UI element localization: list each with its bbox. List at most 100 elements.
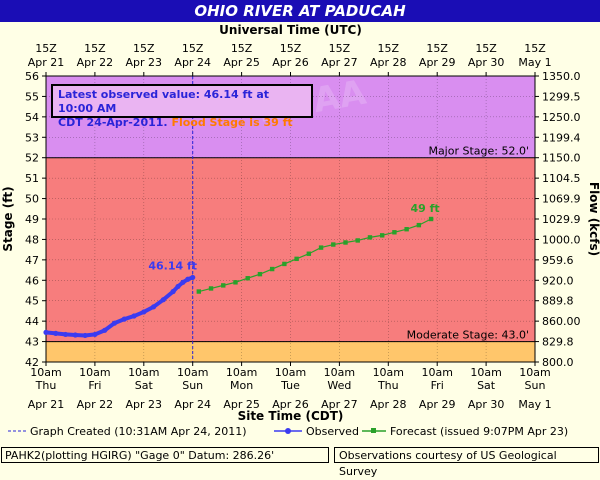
flow-tick-label: 860.00 bbox=[542, 315, 581, 328]
top-tick-time: 15Z bbox=[280, 42, 302, 55]
y-tick-label: 48 bbox=[25, 233, 39, 246]
bottom-tick-time: 10am bbox=[519, 366, 550, 379]
top-tick-time: 15Z bbox=[378, 42, 400, 55]
bottom-tick-date: Apr 25 bbox=[223, 398, 260, 411]
forecast-point bbox=[355, 238, 360, 243]
hydrograph-chart: NOAAMajor Stage: 52.0'Moderate Stage: 43… bbox=[1, 23, 600, 438]
forecast-point bbox=[257, 271, 263, 277]
y-tick-label: 52 bbox=[25, 152, 39, 165]
top-tick-time: 15Z bbox=[524, 42, 546, 55]
y-tick-label: 45 bbox=[25, 295, 39, 308]
bottom-tick-time: 10am bbox=[79, 366, 110, 379]
forecast-point bbox=[416, 222, 422, 228]
stage-band-1 bbox=[46, 157, 535, 342]
legend-observed-text: Observed bbox=[306, 425, 359, 438]
forecast-point bbox=[392, 230, 397, 235]
major-stage-label: Major Stage: 52.0' bbox=[428, 145, 529, 158]
bottom-tick-time: 10am bbox=[30, 366, 61, 379]
y-tick-label: 55 bbox=[25, 90, 39, 103]
top-tick-date: Apr 21 bbox=[28, 56, 65, 69]
bottom-tick-date: Apr 27 bbox=[321, 398, 358, 411]
forecast-point bbox=[367, 235, 373, 240]
y-tick-label: 43 bbox=[25, 336, 39, 349]
top-tick-date: Apr 26 bbox=[272, 56, 309, 69]
forecast-point bbox=[331, 242, 336, 247]
bottom-tick-date: Apr 28 bbox=[370, 398, 407, 411]
top-tick-time: 15Z bbox=[84, 42, 106, 55]
observed-point bbox=[160, 297, 166, 303]
bottom-tick-time: 10am bbox=[275, 366, 306, 379]
bottom-tick-weekday: Sun bbox=[182, 379, 203, 392]
observed-point bbox=[111, 320, 118, 326]
observed-point bbox=[175, 283, 181, 290]
y-tick-label: 50 bbox=[25, 193, 39, 206]
courtesy-info: Observations courtesy of US Geological S… bbox=[334, 447, 599, 478]
bottom-tick-time: 10am bbox=[177, 366, 208, 379]
bottom-tick-date: Apr 26 bbox=[272, 398, 309, 411]
info-line-1: Latest observed value: 46.14 ft at 10:00… bbox=[58, 88, 270, 115]
observed-point bbox=[180, 279, 186, 285]
top-tick-date: Apr 25 bbox=[223, 56, 260, 69]
top-tick-date: May 1 bbox=[518, 56, 551, 69]
observed-point bbox=[72, 332, 78, 338]
bottom-tick-weekday: Thu bbox=[35, 379, 57, 392]
top-tick-date: Apr 24 bbox=[174, 56, 211, 69]
flow-tick-label: 1250.0 bbox=[542, 111, 581, 124]
forecast-point bbox=[306, 251, 312, 256]
flow-tick-label: 1299.5 bbox=[542, 90, 581, 103]
top-tick-date: Apr 30 bbox=[468, 56, 505, 69]
flow-tick-label: 1104.5 bbox=[542, 172, 581, 185]
bottom-tick-weekday: Fri bbox=[88, 379, 101, 392]
bottom-tick-date: Apr 21 bbox=[28, 398, 65, 411]
top-axis-title: Universal Time (UTC) bbox=[219, 23, 362, 37]
top-tick-time: 15Z bbox=[329, 42, 351, 55]
bottom-tick-date: Apr 24 bbox=[174, 398, 211, 411]
observed-point bbox=[131, 313, 137, 319]
chart-title: OHIO RIVER AT PADUCAH bbox=[0, 0, 600, 22]
top-tick-time: 15Z bbox=[426, 42, 448, 55]
observed-point bbox=[141, 309, 147, 315]
y-axis-title: Stage (ft) bbox=[1, 186, 15, 251]
observed-point bbox=[150, 304, 157, 310]
flood-stage-text: Flood Stage is 39 ft bbox=[171, 116, 293, 129]
bottom-tick-weekday: Wed bbox=[327, 379, 351, 392]
flow-tick-label: 959.6 bbox=[542, 254, 574, 267]
forecast-point bbox=[343, 240, 348, 245]
bottom-tick-time: 10am bbox=[324, 366, 355, 379]
forecast-point bbox=[318, 245, 324, 250]
observed-point bbox=[82, 332, 88, 339]
bottom-tick-time: 10am bbox=[373, 366, 404, 379]
y-tick-label: 49 bbox=[25, 213, 39, 226]
moderate-stage-label: Moderate Stage: 43.0' bbox=[407, 329, 529, 342]
forecast-point bbox=[428, 216, 434, 222]
bottom-tick-date: Apr 22 bbox=[77, 398, 114, 411]
forecast-data-label: 49 ft bbox=[410, 202, 439, 215]
stage-band-2 bbox=[46, 341, 535, 362]
bottom-tick-time: 10am bbox=[421, 366, 452, 379]
observed-point bbox=[185, 276, 191, 282]
observed-point bbox=[102, 327, 108, 333]
flow-tick-label: 889.8 bbox=[542, 295, 574, 308]
bottom-tick-date: Apr 23 bbox=[126, 398, 163, 411]
legend-created-text: Graph Created (10:31AM Apr 24, 2011) bbox=[30, 425, 247, 438]
y-tick-label: 44 bbox=[25, 315, 39, 328]
bottom-tick-weekday: Thu bbox=[377, 379, 399, 392]
forecast-point bbox=[294, 256, 299, 262]
forecast-point bbox=[404, 227, 409, 232]
flow-tick-label: 800.0 bbox=[542, 356, 574, 369]
y-tick-label: 42 bbox=[25, 356, 39, 369]
flow-tick-label: 920.0 bbox=[542, 274, 574, 287]
top-tick-time: 15Z bbox=[182, 42, 204, 55]
bottom-tick-weekday: Sat bbox=[477, 379, 496, 392]
forecast-point bbox=[379, 233, 385, 238]
datum-info: PAHK2(plotting HGIRG) "Gage 0" Datum: 28… bbox=[1, 447, 329, 463]
bottom-tick-time: 10am bbox=[226, 366, 257, 379]
y-tick-label: 46 bbox=[25, 274, 39, 287]
y-tick-label: 56 bbox=[25, 70, 39, 83]
forecast-point bbox=[282, 261, 287, 267]
y-tick-label: 54 bbox=[25, 111, 39, 124]
top-tick-time: 15Z bbox=[35, 42, 57, 55]
flow-tick-label: 829.8 bbox=[542, 336, 574, 349]
bottom-tick-date: Apr 29 bbox=[419, 398, 456, 411]
forecast-point bbox=[245, 276, 250, 281]
